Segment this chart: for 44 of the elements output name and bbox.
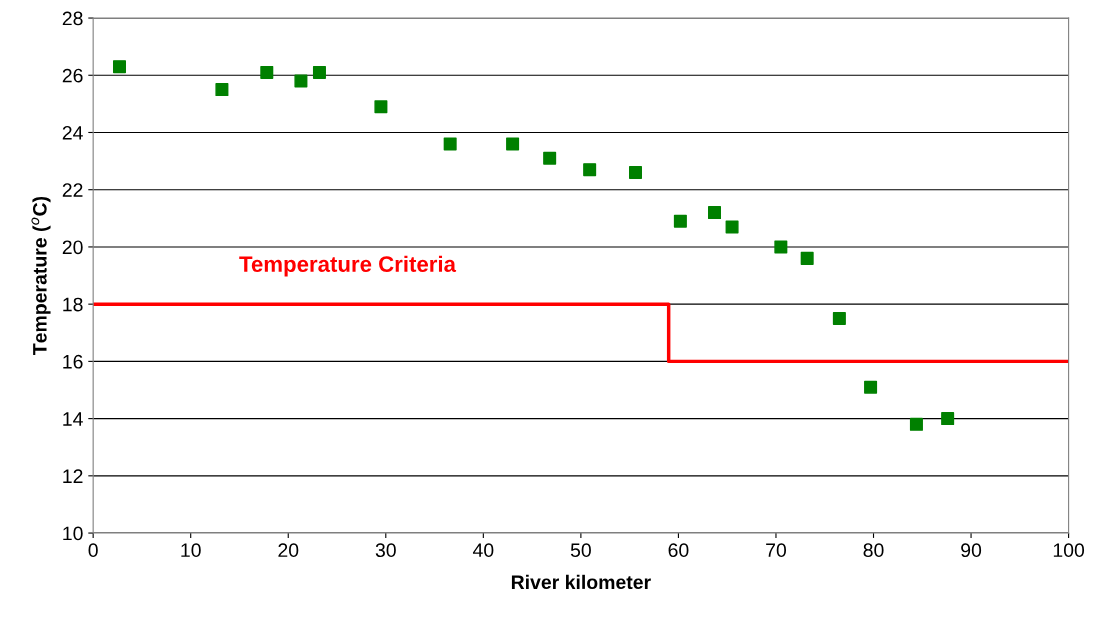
- x-tick-label: 50: [570, 543, 591, 558]
- point: [312, 65, 326, 79]
- y-tick-label: 28: [62, 11, 83, 26]
- x-tick-label: 90: [961, 543, 982, 558]
- point: [543, 151, 557, 165]
- point: [374, 100, 388, 114]
- x-tick-label: 100: [1053, 543, 1085, 558]
- x-tick-label: 40: [472, 543, 494, 558]
- point: [864, 380, 878, 394]
- point: [260, 65, 274, 79]
- x-tick-label: 60: [668, 543, 689, 558]
- point: [628, 166, 643, 180]
- point: [673, 214, 687, 228]
- y-tick-label: 26: [62, 68, 83, 83]
- point: [800, 251, 814, 265]
- point: [215, 83, 229, 97]
- point: [725, 220, 739, 234]
- x-tick-label: 30: [375, 543, 396, 558]
- y-tick-label: 12: [63, 469, 83, 483]
- x-tick-label: 70: [766, 543, 787, 558]
- x-axis-title: River kilometer: [511, 574, 651, 590]
- x-tick-label: 0: [88, 543, 98, 558]
- point: [941, 412, 955, 426]
- x-tick-label: 10: [181, 543, 201, 558]
- y-tick-label: 14: [63, 412, 83, 426]
- point: [583, 163, 597, 177]
- y-tick-label: 16: [63, 354, 83, 369]
- series-label: Temperature Criteria: [239, 255, 457, 277]
- y-tick-label: 10: [63, 526, 83, 541]
- point: [909, 417, 923, 431]
- point: [832, 311, 846, 325]
- y-tick-label: 22: [62, 183, 83, 197]
- y-axis-title: Temperature ($^{o}$C): [31, 196, 51, 355]
- point: [112, 60, 127, 74]
- point: [443, 137, 457, 151]
- point: [294, 74, 308, 88]
- point: [708, 206, 722, 220]
- y-tick-label: 18: [63, 297, 83, 312]
- y-tick-label: 24: [62, 125, 83, 140]
- point: [506, 137, 520, 151]
- x-tick-label: 20: [278, 543, 299, 558]
- y-tick-label: 20: [62, 240, 83, 255]
- x-tick-label: 80: [863, 543, 884, 558]
- point: [774, 240, 788, 254]
